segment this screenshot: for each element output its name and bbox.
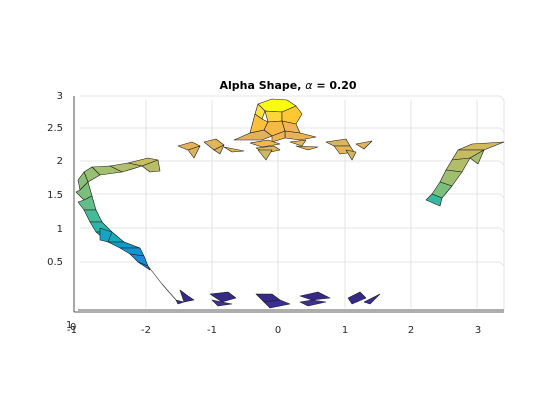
shape-right-arc <box>425 141 505 207</box>
shape-top-funnel <box>233 98 317 143</box>
corner-tick-labels: 1 0 <box>66 320 76 333</box>
x-tick-label: 2 <box>408 325 414 336</box>
y-tick-label: 1.5 <box>47 190 63 201</box>
y-tick-label: 2.5 <box>47 123 63 134</box>
plot-title: Alpha Shape, α = 0.20 <box>219 79 356 92</box>
x-tick-label: 0 <box>275 325 281 336</box>
y-tick-label: 0.5 <box>47 257 63 268</box>
corner-tick-label: 1 <box>66 320 72 331</box>
shape-bottom-fragments <box>175 289 381 309</box>
y-tick-label: 1 <box>57 224 63 235</box>
corner-tick-label: 0 <box>70 322 76 333</box>
shape-middle-fragments <box>177 138 373 161</box>
y-tick-label: 3 <box>57 91 63 102</box>
x-tick-labels: -1 -2 -1 0 1 2 3 <box>67 325 481 336</box>
y-tick-labels: 0.5 1 1.5 2 2.5 3 <box>47 91 63 268</box>
x-tick-label: -1 <box>207 325 217 336</box>
axis-lines <box>73 96 504 313</box>
y-tick-label: 2 <box>57 156 63 167</box>
shape-left-arc <box>75 157 177 301</box>
x-tick-label: -2 <box>141 325 151 336</box>
x-tick-label-origin: -1 <box>67 325 77 336</box>
x-tick-label: 1 <box>342 325 348 336</box>
x-tick-label: 3 <box>475 325 481 336</box>
